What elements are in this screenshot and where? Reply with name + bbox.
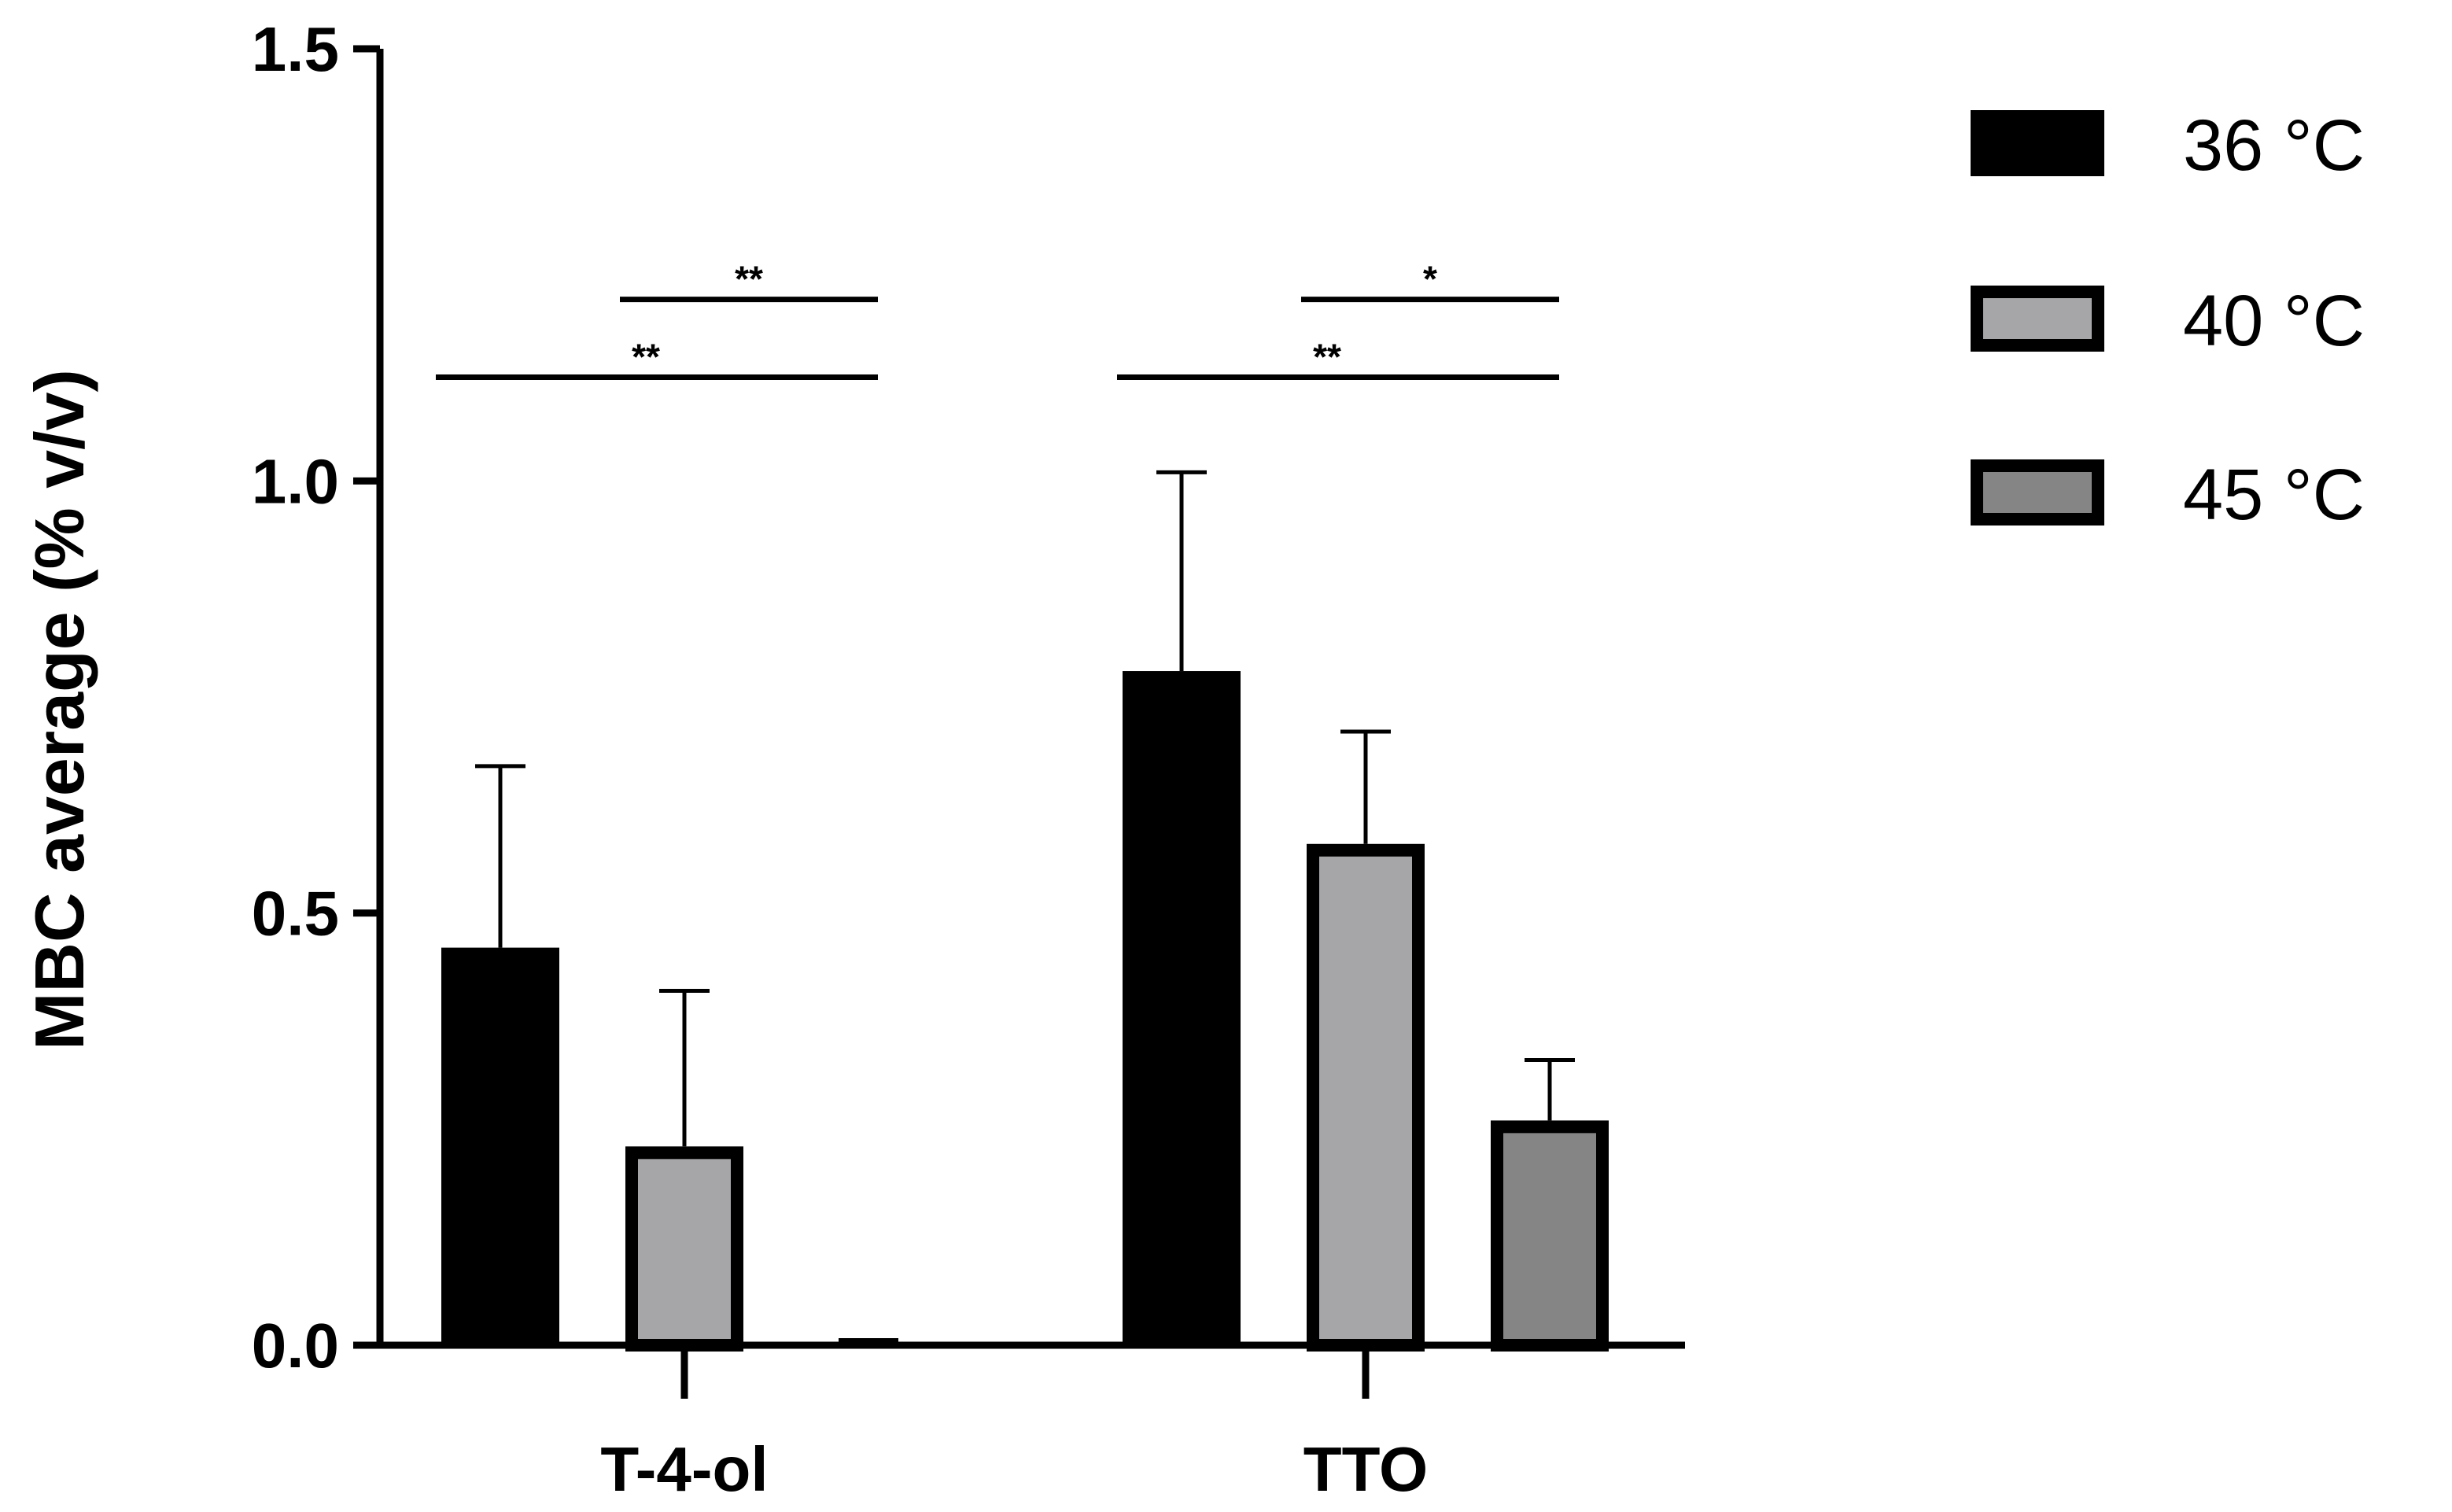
legend-swatch [1971,110,2104,176]
legend-item: 36 °C [1971,105,2365,186]
legend: 36 °C 40 °C 45 °C [1971,105,2365,535]
bars [441,470,1609,1352]
y-tick-label: 1.0 [252,446,339,516]
significance-label: * [1423,259,1437,300]
legend-item: 40 °C [1971,281,2365,361]
x-tick-label: T-4-ol [600,1434,768,1504]
significance-label: ** [735,259,763,300]
legend-item: 45 °C [1971,455,2365,535]
y-tick-label: 0.5 [252,879,339,949]
significance-annotations: ******* [436,259,1559,380]
bar [1491,1120,1609,1352]
legend-label: 45 °C [2183,455,2365,535]
bar [1307,843,1425,1352]
x-tick-label: TTO [1303,1434,1429,1504]
significance-label: ** [1313,336,1341,377]
significance-label: ** [632,336,660,377]
legend-swatch [1971,286,2104,352]
axes: 0.0 0.5 1.0 1.5 T-4-ol TTO [252,14,1685,1504]
bar [625,1146,743,1352]
legend-label: 40 °C [2183,281,2365,361]
y-tick-label: 1.5 [252,14,339,84]
legend-label: 36 °C [2183,105,2365,186]
bar [1123,671,1241,1345]
y-tick-label: 0.0 [252,1311,339,1381]
legend-swatch [1971,459,2104,526]
y-axis-label: MBC average (% v/v) [20,369,98,1050]
bar [441,947,559,1345]
